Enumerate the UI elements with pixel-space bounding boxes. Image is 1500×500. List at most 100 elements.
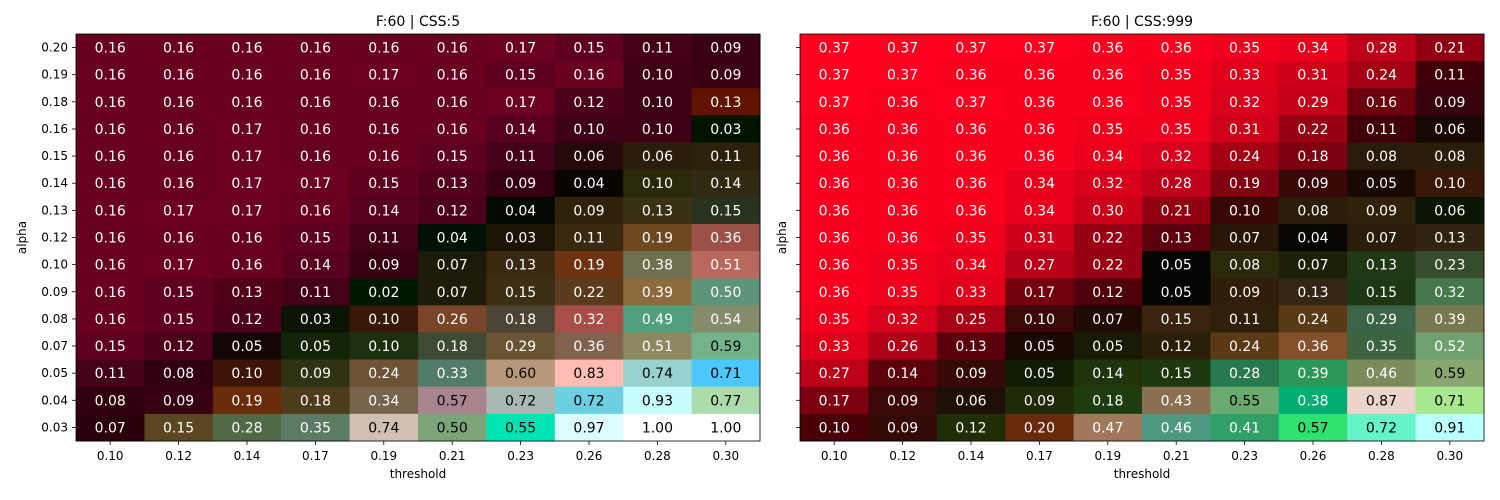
cell-value-label: 0.17 [231,203,262,219]
heatmap-cell [76,196,145,225]
heatmap-cell [800,413,869,442]
cell-value-label: 0.74 [368,420,399,436]
cell-value-label: 0.32 [887,312,918,328]
heatmap-cell [554,88,624,116]
cell-value-label: 0.06 [1434,203,1465,219]
cell-value-label: 0.16 [231,95,262,111]
heatmap-cell [1347,223,1417,252]
heatmap-cell [623,332,693,361]
heatmap-cell [1142,115,1211,144]
cell-value-label: 0.97 [573,420,604,436]
x-axis-label: threshold [390,467,447,481]
heatmap-cell [281,142,351,171]
cell-value-label: 0.34 [368,393,399,409]
cell-value-label: 0.16 [300,149,331,165]
cell-value-label: 0.15 [300,231,331,247]
heatmap-cell [800,34,869,62]
cell-value-label: 0.16 [231,41,262,57]
heatmap-cell [212,278,282,306]
heatmap-cell [76,223,145,252]
y-tick-label: 0.20 [41,41,68,55]
cell-value-label: 0.12 [1092,285,1123,301]
cell-value-label: 0.14 [505,122,536,138]
cell-value-label: 0.25 [955,312,986,328]
heatmap-cell [212,142,282,171]
heatmap-cell [1278,413,1348,442]
heatmap-cell [76,61,145,89]
cell-value-label: 0.93 [642,393,673,409]
cell-value-label: 0.36 [1092,95,1123,111]
cell-value-label: 0.35 [1161,68,1192,84]
cell-value-label: 0.22 [573,285,604,301]
cell-value-label: 0.36 [955,68,986,84]
y-tick-label: 0.04 [41,393,68,407]
heatmap-cell [1210,61,1280,89]
heatmap-cell [1073,115,1143,144]
chart-title: F:60 | CSS:5 [376,14,460,30]
cell-value-label: 0.74 [642,366,673,382]
cell-value-label: 0.37 [887,41,918,57]
heatmap-cell [349,386,419,415]
heatmap-cell [1073,305,1143,333]
heatmap-cell [486,169,556,198]
cell-value-label: 0.16 [437,41,468,57]
cell-value-label: 0.28 [231,420,262,436]
x-tick-label: 0.19 [1094,449,1121,463]
cell-value-label: 0.08 [1434,149,1465,165]
heatmap-cell [486,359,556,388]
heatmap-cell [486,251,556,279]
cell-value-label: 0.02 [368,285,399,301]
heatmap-cell [1073,332,1143,361]
cell-value-label: 0.47 [1092,420,1123,436]
heatmap-cell [1278,278,1348,306]
cell-value-label: 0.55 [1229,393,1260,409]
cell-value-label: 0.07 [1092,312,1123,328]
heatmap-cell [936,88,1006,116]
cell-value-label: 0.07 [95,420,126,436]
y-tick-label: 0.12 [41,231,68,245]
heatmap-cell [800,142,869,171]
heatmap-cell [1005,34,1075,62]
heatmap-cell [76,88,145,116]
cell-value-label: 0.36 [1297,339,1328,355]
cell-value-label: 0.21 [1161,203,1192,219]
x-tick-label: 0.12 [165,449,192,463]
heatmap-cell [486,413,556,442]
heatmap-cell [800,115,869,144]
cell-value-label: 0.13 [955,339,986,355]
cell-value-label: 0.21 [1434,41,1465,57]
heatmap-cell [486,386,556,415]
heatmap-cell [623,386,693,415]
cell-value-label: 0.32 [1092,176,1123,192]
x-tick-label: 0.21 [439,449,466,463]
heatmap-cell [691,413,761,442]
cell-value-label: 0.34 [1024,203,1055,219]
heatmap-cell [349,61,419,89]
cell-value-label: 0.38 [642,258,673,274]
cell-value-label: 0.72 [1366,420,1397,436]
heatmap-cell [1142,223,1211,252]
heatmap-cell [1142,169,1211,198]
heatmap-cell [212,386,282,415]
heatmap-cell [144,386,214,415]
cell-value-label: 0.03 [710,122,741,138]
cell-value-label: 0.16 [163,68,194,84]
cell-value-label: 0.17 [300,176,331,192]
x-tick-label: 0.19 [370,449,397,463]
heatmap-cell [486,305,556,333]
cell-value-label: 0.36 [1092,41,1123,57]
cell-value-label: 0.15 [95,339,126,355]
cell-value-label: 0.36 [887,231,918,247]
cell-value-label: 0.72 [573,393,604,409]
heatmap-cell [554,115,624,144]
cell-value-label: 0.35 [1229,41,1260,57]
cell-value-label: 0.07 [1366,231,1397,247]
cell-value-label: 0.46 [1366,366,1397,382]
cell-value-label: 0.17 [231,176,262,192]
heatmap-cell [76,169,145,198]
heatmap-cell [691,115,761,144]
heatmap-cell [144,413,214,442]
cell-value-label: 0.16 [95,176,126,192]
cell-value-label: 0.36 [1024,122,1055,138]
heatmap-cell [623,413,693,442]
